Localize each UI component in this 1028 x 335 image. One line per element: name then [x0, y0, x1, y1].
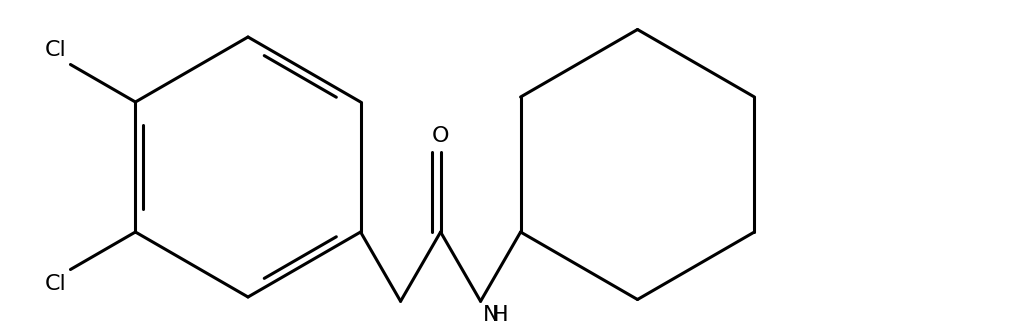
- Text: N: N: [482, 305, 499, 325]
- Text: H: H: [491, 305, 508, 325]
- Text: Cl: Cl: [44, 273, 67, 293]
- Text: Cl: Cl: [44, 41, 67, 61]
- Text: O: O: [432, 126, 449, 146]
